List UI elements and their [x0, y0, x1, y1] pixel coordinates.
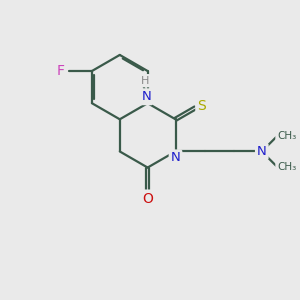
Text: N: N [141, 90, 151, 103]
Text: CH₃: CH₃ [277, 162, 296, 172]
Text: N: N [257, 145, 267, 158]
Text: N: N [171, 152, 180, 164]
Text: H: H [140, 76, 149, 86]
Text: S: S [197, 99, 206, 113]
Text: O: O [142, 192, 153, 206]
Text: CH₃: CH₃ [277, 130, 296, 140]
Text: F: F [57, 64, 65, 78]
